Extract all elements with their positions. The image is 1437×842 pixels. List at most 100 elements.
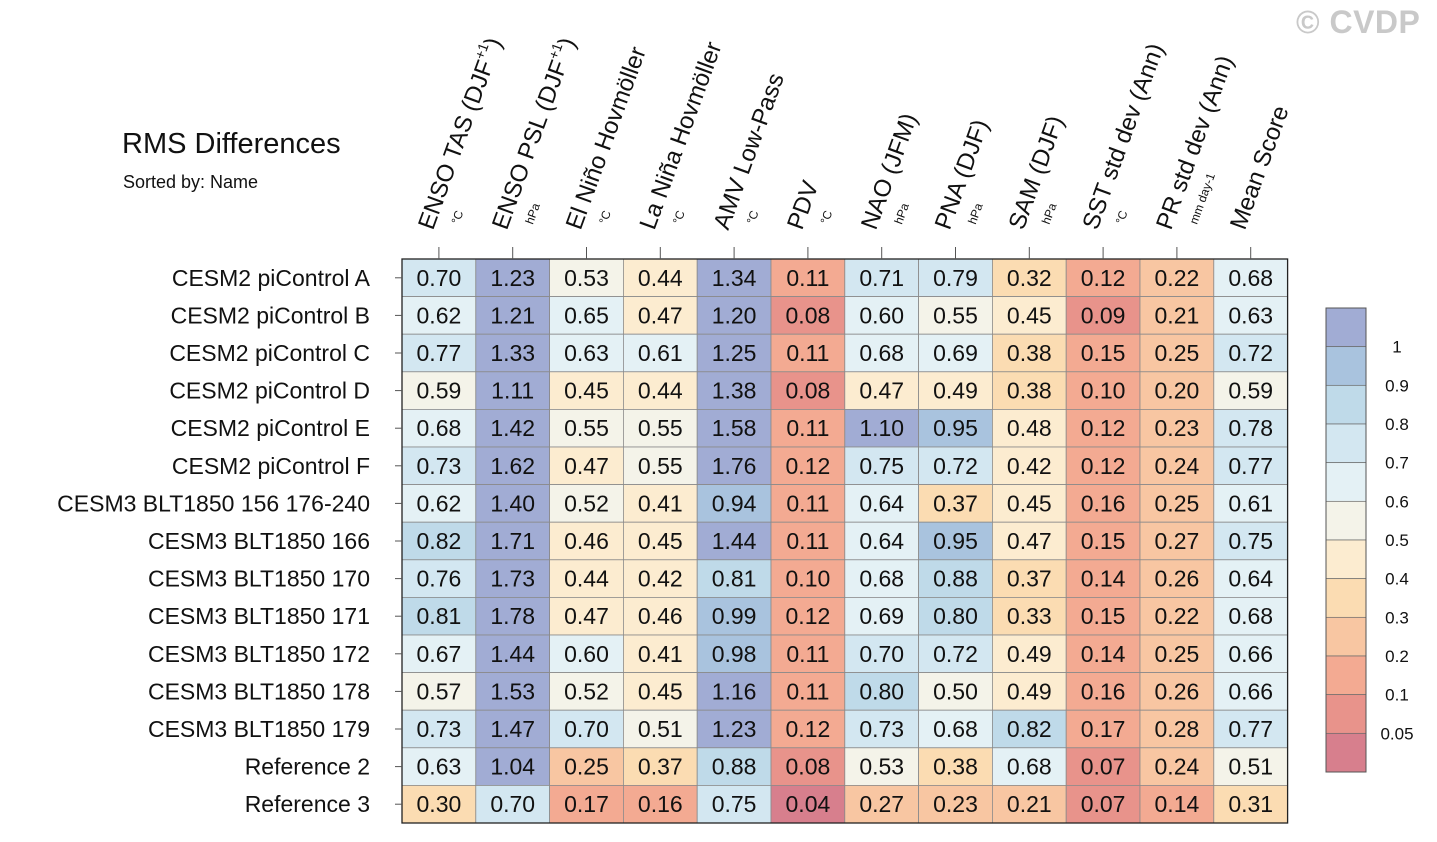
cell-value: 0.25: [1155, 641, 1200, 667]
chart-title: RMS Differences: [122, 128, 341, 160]
cell-value: 0.78: [1228, 415, 1273, 441]
row-label: Reference 3: [245, 791, 370, 817]
heatmap-cell: [1065, 333, 1141, 373]
cell-value: 0.66: [1228, 641, 1273, 667]
cell-value: 0.69: [859, 603, 904, 629]
cell-value: 0.12: [786, 716, 831, 742]
cell-value: 1.21: [490, 302, 535, 328]
cell-value: 0.98: [712, 641, 757, 667]
cell-value: 0.48: [1007, 415, 1052, 441]
cell-value: 0.59: [417, 378, 462, 404]
cell-value: 0.52: [564, 678, 609, 704]
colorbar-label: 0.9: [1385, 376, 1409, 395]
cell-value: 0.16: [1081, 678, 1126, 704]
cell-value: 0.50: [933, 678, 978, 704]
cell-value: 0.73: [417, 716, 462, 742]
heatmap-cell: [770, 747, 846, 786]
heatmap-cell: [696, 371, 772, 410]
cell-value: 0.88: [712, 754, 757, 780]
heatmap-cell: [401, 371, 477, 410]
heatmap-cell: [475, 597, 550, 636]
heatmap-cell: [696, 296, 772, 335]
heatmap-cell: [696, 597, 772, 636]
row-label: CESM3 BLT1850 156 176-240: [57, 490, 370, 516]
heatmap-cell: [918, 408, 993, 448]
cell-value: 0.10: [1081, 378, 1126, 404]
heatmap-cell: [770, 672, 846, 711]
colorbar-segment: [1325, 655, 1367, 696]
heatmap-cell: [696, 446, 772, 485]
cell-value: 0.20: [1155, 378, 1200, 404]
cell-value: 0.24: [1155, 453, 1200, 479]
heatmap-cell: [623, 408, 698, 448]
cell-value: 0.55: [933, 302, 978, 328]
cell-value: 1.04: [490, 754, 535, 780]
cell-value: 0.11: [786, 265, 829, 291]
heatmap-cell: [1065, 371, 1141, 410]
heatmap-cell: [770, 597, 846, 636]
cell-value: 0.95: [933, 415, 978, 441]
colorbar-label: 0.3: [1385, 608, 1409, 627]
column-unit: hPa: [522, 201, 543, 226]
heatmap-cell: [918, 747, 993, 786]
row-label: CESM3 BLT1850 170: [148, 566, 370, 592]
cell-value: 0.11: [786, 528, 829, 554]
cell-value: 1.42: [490, 415, 535, 441]
cell-value: 0.12: [786, 603, 831, 629]
cell-value: 0.65: [564, 302, 609, 328]
heatmap-cell: [401, 672, 477, 711]
cell-value: 0.46: [564, 528, 609, 554]
cell-value: 0.38: [1007, 378, 1052, 404]
cell-value: 0.11: [786, 641, 829, 667]
row-label: CESM3 BLT1850 172: [148, 641, 370, 667]
heatmap-cell: [918, 521, 993, 561]
cell-value: 0.32: [1007, 265, 1052, 291]
cell-value: 1.78: [490, 603, 535, 629]
column-unit: °C: [1113, 208, 1131, 226]
row-label: Reference 2: [245, 754, 370, 780]
heatmap-cell: [1139, 747, 1215, 786]
cell-value: 0.62: [417, 302, 462, 328]
cell-value: 0.62: [417, 490, 462, 516]
cell-value: 0.08: [786, 754, 831, 780]
cell-value: 0.04: [786, 791, 831, 817]
cell-value: 1.10: [859, 415, 904, 441]
cell-value: 0.44: [638, 265, 683, 291]
heatmap-cell: [992, 521, 1067, 561]
cell-value: 0.11: [786, 678, 829, 704]
cell-value: 0.75: [1228, 528, 1273, 554]
heatmap-cell: [1213, 258, 1289, 297]
heatmap-cell: [549, 559, 624, 598]
colorbar-border: [1325, 307, 1367, 773]
cell-value: 0.60: [859, 302, 904, 328]
heatmap-cell: [992, 597, 1067, 636]
cell-value: 0.45: [1007, 302, 1052, 328]
cell-value: 0.80: [859, 678, 904, 704]
heatmap-cell: [401, 296, 477, 335]
heatmap-cell: [475, 709, 550, 749]
heatmap-cell: [844, 709, 919, 749]
column-unit: hPa: [965, 201, 986, 226]
heatmap-cell: [623, 521, 698, 561]
cell-value: 1.38: [712, 378, 757, 404]
heatmap-cell: [1213, 521, 1289, 561]
cell-value: 0.47: [1007, 528, 1052, 554]
heatmap-cell: [1213, 747, 1289, 786]
column-unit: °C: [670, 208, 688, 226]
cell-value: 0.64: [859, 528, 904, 554]
cell-value: 0.95: [933, 528, 978, 554]
cell-value: 0.10: [786, 566, 831, 592]
heatmap-cell: [1139, 709, 1215, 749]
column-unit: °C: [744, 208, 762, 226]
heatmap-cell: [992, 634, 1067, 673]
column-unit: hPa: [891, 201, 912, 226]
heatmap-cell: [1065, 597, 1141, 636]
column-label: SST std dev (Ann): [1077, 40, 1169, 233]
heatmap-cell: [918, 634, 993, 673]
heatmap-cell: [475, 446, 550, 485]
cell-value: 0.23: [933, 791, 978, 817]
heatmap-cell: [623, 446, 698, 485]
heatmap-cell: [549, 785, 624, 824]
heatmap-cell: [992, 296, 1067, 335]
heatmap-cell: [992, 446, 1067, 485]
